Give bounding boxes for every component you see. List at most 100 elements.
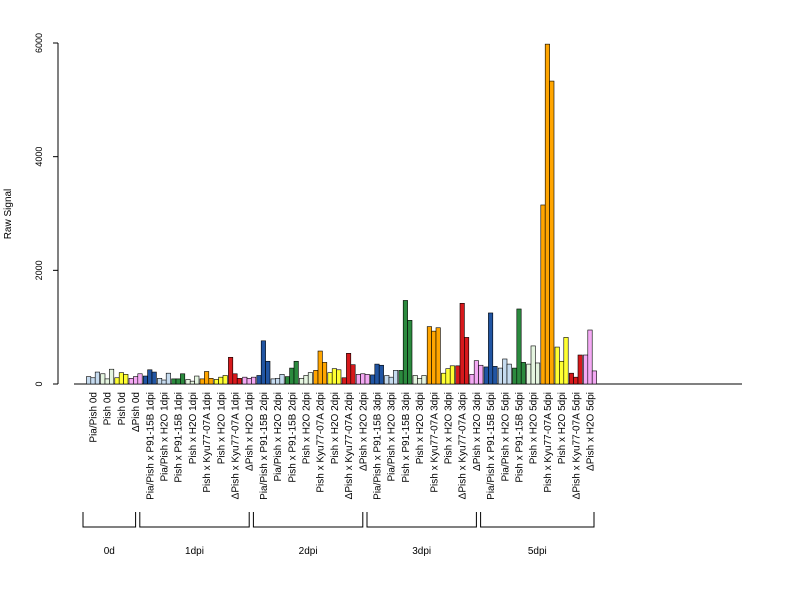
group-label: 2dpi xyxy=(299,546,318,557)
bar xyxy=(147,369,153,385)
category-label: Pia/Pish x P91-15B 3dpi xyxy=(373,392,384,500)
category-label: Pish x H2O 5dpi xyxy=(557,392,568,464)
category-label: Pia/Pish x P91-15B 1dpi xyxy=(145,392,156,500)
category-label: Pia/Pish x H2O 2dpi xyxy=(273,392,284,482)
category-label: ΔPish x H2O 5dpi xyxy=(586,392,597,471)
bar xyxy=(123,374,129,385)
bar xyxy=(573,376,579,385)
bar xyxy=(378,364,384,385)
bar xyxy=(279,374,285,385)
bar xyxy=(426,326,432,385)
bar xyxy=(402,300,408,385)
bar xyxy=(374,363,380,385)
bar xyxy=(520,362,526,385)
bar xyxy=(133,376,139,385)
group-label: 0d xyxy=(104,546,115,557)
category-label: ΔPish x Kyu77-07A 3dpi xyxy=(458,392,469,499)
bar xyxy=(587,329,593,385)
bar xyxy=(299,378,305,385)
category-label: Pish x P91-15B 3dpi xyxy=(401,392,412,483)
bar xyxy=(204,371,210,385)
bar xyxy=(86,376,92,385)
bar xyxy=(194,375,200,385)
bar xyxy=(222,375,228,385)
bar xyxy=(350,364,356,385)
category-label: Pish x Kyu77-07A 1dpi xyxy=(202,392,213,493)
bar xyxy=(540,204,546,385)
y-axis-title: Raw Signal xyxy=(3,189,14,240)
bar xyxy=(398,370,404,385)
bar xyxy=(435,327,441,385)
bar xyxy=(109,368,115,385)
group-bracket xyxy=(366,512,477,528)
bar xyxy=(180,373,186,385)
category-label: Pish x P91-15B 1dpi xyxy=(174,392,185,483)
group-bracket xyxy=(252,512,364,528)
category-label: Pish x H2O 2dpi xyxy=(302,392,313,464)
bar xyxy=(591,370,597,385)
bar xyxy=(232,373,238,385)
bar xyxy=(530,345,536,385)
bar xyxy=(469,374,475,385)
bar xyxy=(236,378,242,385)
bar xyxy=(265,360,271,385)
y-tick-label: 0 xyxy=(34,381,44,386)
bar xyxy=(289,367,295,385)
bar xyxy=(497,367,503,385)
bar xyxy=(483,366,489,385)
category-label: ΔPish x Kyu77-07A 2dpi xyxy=(344,392,355,499)
bar xyxy=(512,367,518,385)
bar xyxy=(293,360,299,385)
bar xyxy=(412,375,418,385)
bar xyxy=(393,370,399,385)
bar xyxy=(256,375,262,385)
category-label: Pia/Pish x H2O 1dpi xyxy=(160,392,171,482)
category-label: ΔPish 0d xyxy=(131,392,142,432)
bar xyxy=(346,353,352,385)
bar xyxy=(441,372,447,385)
bar xyxy=(94,371,100,385)
bar xyxy=(559,360,565,385)
bar xyxy=(563,337,569,385)
category-label: Pish 0d xyxy=(103,392,114,425)
bar xyxy=(218,376,224,385)
bar xyxy=(549,80,555,385)
category-label: ΔPish x H2O 3dpi xyxy=(472,392,483,471)
category-label: Pia/Pish x H2O 3dpi xyxy=(387,392,398,482)
bar xyxy=(161,379,167,385)
group-label: 1dpi xyxy=(185,546,204,557)
bar xyxy=(307,372,313,385)
bar xyxy=(473,360,479,385)
category-label: ΔPish x Kyu77-07A 1dpi xyxy=(231,392,242,499)
bar xyxy=(246,378,252,385)
bar xyxy=(251,376,257,385)
category-label: Pish x Kyu77-07A 3dpi xyxy=(429,392,440,493)
y-tick-label: 6000 xyxy=(34,33,44,53)
group-bracket xyxy=(480,512,595,528)
category-label: Pish x Kyu77-07A 5dpi xyxy=(543,392,554,493)
bar xyxy=(492,366,498,385)
bar xyxy=(331,368,337,385)
bar xyxy=(459,302,465,385)
bar xyxy=(270,378,276,385)
y-tick-label: 4000 xyxy=(34,147,44,167)
bar xyxy=(322,362,328,385)
category-label: Pia/Pish 0d xyxy=(89,392,100,443)
bar xyxy=(275,378,281,385)
category-label: Pia/Pish x P91-15B 5dpi xyxy=(486,392,497,500)
bar xyxy=(526,363,532,385)
bar xyxy=(260,340,266,385)
category-label: Pish x H2O 2dpi xyxy=(330,392,341,464)
category-label: Pish 0d xyxy=(117,392,128,425)
bar xyxy=(128,378,134,385)
bar xyxy=(341,377,347,385)
category-label: Pia/Pish x P91-15B 2dpi xyxy=(259,392,270,500)
bar xyxy=(90,377,96,385)
bar xyxy=(516,308,522,385)
bar xyxy=(431,330,437,385)
group-bracket xyxy=(139,512,250,528)
bar xyxy=(364,374,370,385)
bar xyxy=(583,354,589,385)
bar xyxy=(478,364,484,385)
